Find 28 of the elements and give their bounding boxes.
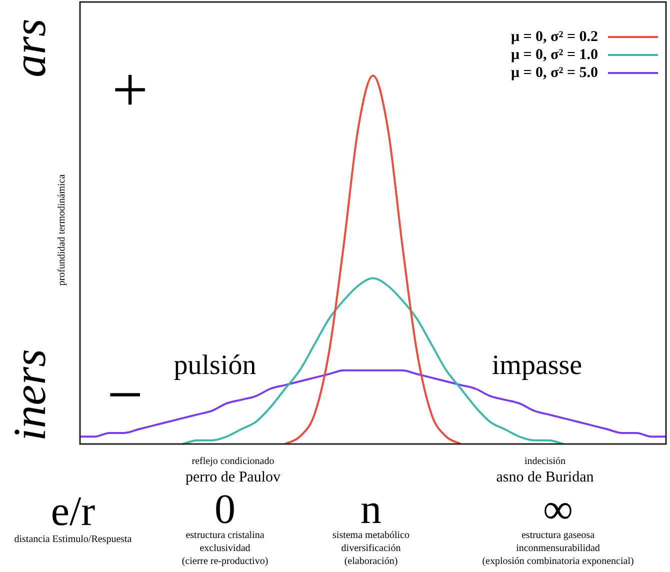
text: iners [4, 349, 55, 441]
text: (explosión combinatoria exponencial) [482, 556, 634, 567]
text: e/r [50, 489, 96, 535]
text: distancia Estimulo/Respuesta [14, 534, 132, 545]
text: ∞ [543, 487, 573, 533]
text: n [360, 487, 382, 533]
text: perro de Paulov [186, 470, 280, 486]
annotation: pulsión [174, 350, 256, 381]
legend-label: μ = 0, σ² = 0.2 [510, 28, 598, 46]
annotation: impasse [492, 350, 582, 381]
y-axis-title: profundidad termodinámica [56, 174, 68, 286]
text: diversificación [341, 543, 401, 554]
text: indecisión [524, 456, 566, 467]
text: estructura cristalina [186, 530, 264, 541]
text: asno de Buridan [496, 470, 594, 486]
text: 0 [214, 487, 236, 533]
text: estructura gaseosa [521, 530, 595, 541]
text: ars [4, 18, 55, 78]
text: (elaboración) [344, 556, 398, 567]
text: exclusividad [200, 543, 250, 554]
legend-label: μ = 0, σ² = 5.0 [510, 64, 598, 82]
annotation: − [106, 359, 144, 430]
text: sistema metabólico [332, 530, 410, 541]
legend-label: μ = 0, σ² = 1.0 [510, 46, 598, 64]
text: (cierre re-productivo) [182, 556, 268, 567]
text: reflejo condicionado [192, 456, 274, 467]
text: inconmensurabilidad [516, 543, 600, 554]
annotation: + [112, 54, 148, 125]
